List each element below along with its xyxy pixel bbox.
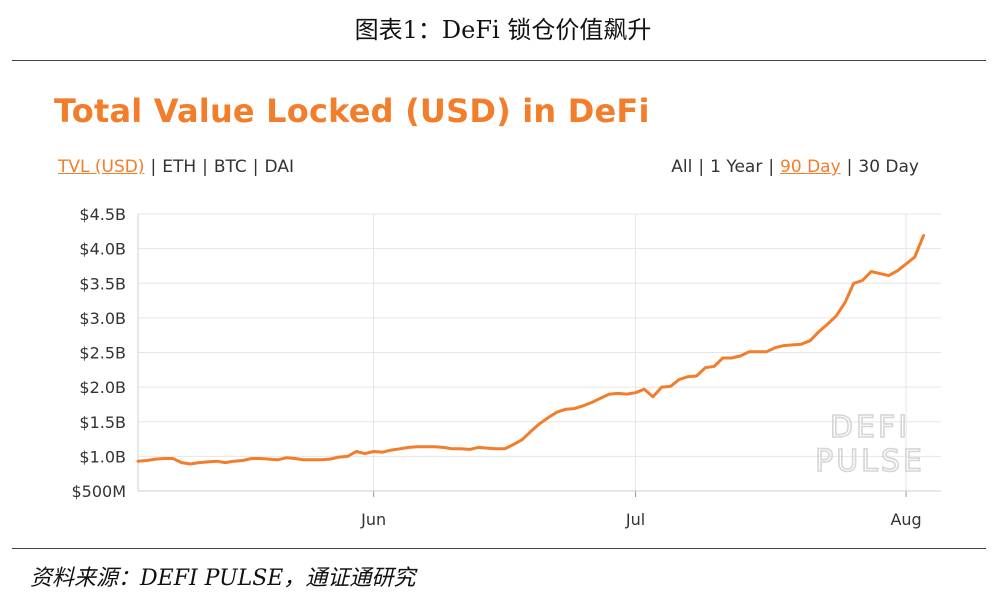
metric-tabs: TVL (USD) | ETH | BTC | DAI <box>58 157 294 177</box>
tab-30-day[interactable]: 30 Day <box>858 157 919 177</box>
tvl-line-chart: DEFI PULSE $4.5B $4.0B $3.5B $3.0B $2.5B $2.0… <box>71 205 941 529</box>
tab-eth[interactable]: ETH <box>162 157 197 177</box>
watermark-line-2: PULSE <box>815 444 925 479</box>
tab-dai[interactable]: DAI <box>264 157 294 177</box>
y-tick-label: $4.0B <box>79 240 126 259</box>
y-tick-label: $1.5B <box>79 413 126 432</box>
x-tick-label: Jun <box>360 510 386 529</box>
y-tick-label: $3.5B <box>79 274 126 293</box>
tab-90-day[interactable]: 90 Day <box>780 157 841 177</box>
watermark: DEFI PULSE <box>814 409 925 480</box>
tab-separator: | <box>252 157 259 177</box>
y-tick-label: $1.0B <box>79 447 126 466</box>
bottom-divider <box>12 548 986 549</box>
tab-separator: | <box>150 157 157 177</box>
y-tick-label: $500M <box>71 482 126 501</box>
source-note: 资料来源：DEFI PULSE，通证通研究 <box>30 566 416 591</box>
tab-separator: | <box>768 157 775 177</box>
y-tick-label: $2.5B <box>79 344 126 363</box>
y-tick-label: $3.0B <box>79 309 126 328</box>
tab-separator: | <box>846 157 853 177</box>
x-tick-label: Jul <box>625 510 645 529</box>
x-tick-label: Aug <box>890 510 921 529</box>
tvl-series-line <box>136 234 925 466</box>
series-layer <box>136 234 925 466</box>
y-tick-label: $2.0B <box>79 378 126 397</box>
tab-all[interactable]: All <box>671 157 693 177</box>
tab-separator: | <box>698 157 705 177</box>
top-divider <box>12 60 986 61</box>
tab-separator: | <box>202 157 208 177</box>
tab-1-year[interactable]: 1 Year <box>710 157 763 177</box>
tab-btc[interactable]: BTC <box>213 157 247 177</box>
axis-layer: $4.5B $4.0B $3.5B $3.0B $2.5B $2.0B $1.5B $1.0B… <box>71 205 941 529</box>
tab-tvl-usd[interactable]: TVL (USD) <box>58 157 145 177</box>
y-tick-label: $4.5B <box>79 205 126 224</box>
report-title: 图表1：DeFi 锁仓价值飙升 <box>354 16 652 44</box>
watermark-line-1: DEFI <box>830 410 910 445</box>
chart-title: Total Value Locked (USD) in DeFi <box>54 92 650 130</box>
range-tabs: All | 1 Year | 90 Day | 30 Day <box>671 157 919 177</box>
